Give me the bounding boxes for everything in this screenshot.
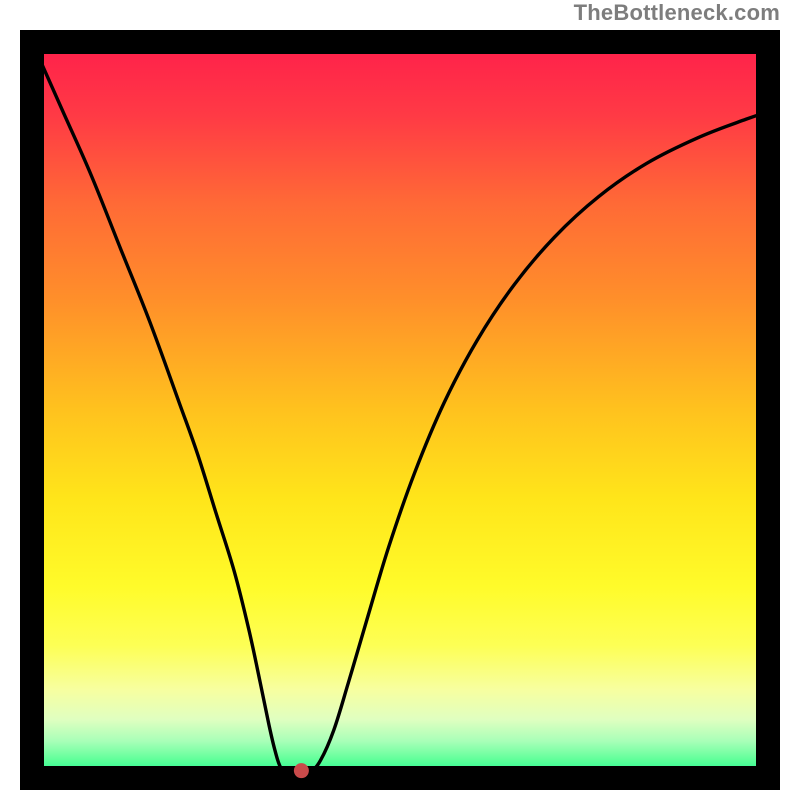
chart-svg <box>0 0 800 800</box>
watermark-text: TheBottleneck.com <box>574 0 780 26</box>
chart-container: TheBottleneck.com <box>0 0 800 800</box>
plot-background <box>32 42 768 778</box>
optimum-marker <box>294 763 309 778</box>
